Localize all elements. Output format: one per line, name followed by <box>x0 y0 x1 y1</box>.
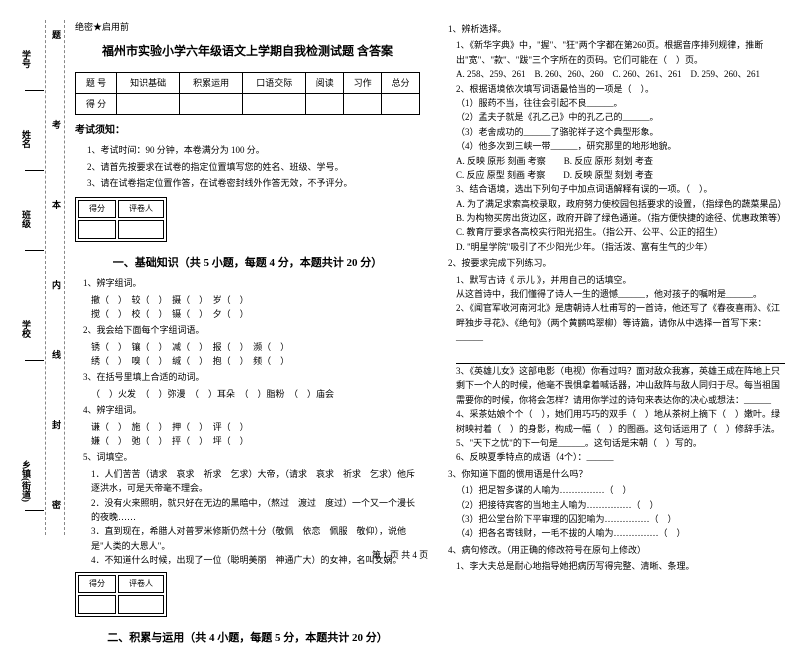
mark-3: 内 <box>50 280 63 289</box>
c2-q2-1t: 从这首诗中，我们懂得了诗人一生的遗憾______，他对孩子的嘱咐是______。 <box>456 287 785 301</box>
mark-0: 题 <box>50 30 63 39</box>
c2-q1-1: 1、《新华字典》中，"握"、"狂"两个字都在第260页。根据音序排列规律，推断出… <box>456 38 785 67</box>
c2-q2-1: 1、默写古诗《 示儿 》，并用自己的话填空。 <box>456 273 785 287</box>
c2-q1-2a: （1）服药不当，往往会引起不良______。 <box>456 96 785 110</box>
c2-q6: 6、反映夏季特点的成语（4个）：______ <box>456 450 785 464</box>
scorebox-1: 得分评卷人 <box>75 197 167 243</box>
c2-q1-1o: A. 258、259、261 B. 260、260、260 C. 260、261… <box>456 67 785 81</box>
th-4: 阅读 <box>306 72 344 93</box>
q4r1: 谦（ ） 施（ ） 押（ ） 评（ ） <box>91 420 420 434</box>
c2-q1: 1、辨析选择。 <box>448 22 785 36</box>
sidebar-label-4: 乡镇(街道) <box>20 460 33 502</box>
c2-q7b: （2）把接待宾客的当地主人喻为……………（ ） <box>456 498 785 512</box>
q2: 2、我会给下面每个字组词语。 <box>83 323 420 337</box>
c2-q1-2b: （2）孟夫子就是《孔乙己》中的孔乙己的______。 <box>456 110 785 124</box>
c2-q3: 3、《英雄儿女》这部电影（电视）你看过吗？面对敌众我寡，英雄王成在阵地上只剩下一… <box>456 364 785 407</box>
q5-1: 1．人们苦苦（请求 哀求 祈求 乞求）大帝，（请求 哀求 祈求 乞求）他斥逐洪水… <box>91 467 420 496</box>
scorebox-2: 得分评卷人 <box>75 572 167 618</box>
notice-1: 1、考试时间：90 分钟，本卷满分为 100 分。 <box>87 143 420 157</box>
q5-2: 2．没有火来照明，就只好在无边的黑暗中，（熬过 渡过 度过）一个又一个漫长的夜晚… <box>91 496 420 525</box>
page-footer: 第 1 页 共 4 页 <box>0 548 800 561</box>
c2-q1-2d: （4）他多次到三峡一带______，研究那里的地形地貌。 <box>456 139 785 153</box>
sidebar-label-0: 学号 <box>20 50 33 68</box>
c2-q7c: （3）把公堂台阶下平审理的囚犯喻为……………（ ） <box>456 512 785 526</box>
c2-q2-2: 2、《闻官军收河南河北》是唐朝诗人杜甫写的一首诗，他还写了《春夜喜雨》、《江畔独… <box>456 301 785 344</box>
c2-q2: 2、按要求完成下列练习。 <box>448 256 785 270</box>
c2-q1-3b: B. 为构物买房出货边区，政府开辟了绿色通道。（指方便快捷的途径、优惠政策等） <box>456 211 785 225</box>
section2-title: 二、积累与运用（共 4 小题，每题 5 分，本题共计 20 分） <box>75 630 420 647</box>
sidebar-label-1: 姓名 <box>20 130 33 148</box>
q3r: （ ）火发 （ ）弥漫 （ ）耳朵 （ ）脂粉 （ ）庙会 <box>91 387 420 401</box>
c2-q1-2c: （3）老舍成功的______了骆驼祥子这个典型形象。 <box>456 125 785 139</box>
c2-q5: 5、"天下之忧"的下一句是______。这句话是宋朝（ ）写的。 <box>456 436 785 450</box>
c2-q1-2o1: A. 反映 原形 刻画 考察 B. 反应 原形 刻划 考查 <box>456 154 785 168</box>
sb-r2: 评卷人 <box>118 575 164 594</box>
q4: 4、辨字组词。 <box>83 403 420 417</box>
cell <box>117 93 180 114</box>
c2-q1-2o2: C. 反应 原型 刻画 考察 D. 反映 原型 刻划 考查 <box>456 168 785 182</box>
sidebar-label-2: 班级 <box>20 210 33 228</box>
mark-5: 封 <box>50 420 63 429</box>
q1r1: 撤（ ） 较（ ） 摄（ ） 岁（ ） <box>91 293 420 307</box>
c2-q1-3c: C. 教育厅要求各高校实行阳光招生。（指公开、公平、公正的招生） <box>456 225 785 239</box>
q1: 1、辨字组词。 <box>83 276 420 290</box>
mark-6: 密 <box>50 500 63 509</box>
cell <box>382 93 420 114</box>
notice-3: 3、请在试卷指定位置作答，在试卷密封线外作答无效，不予评分。 <box>87 176 420 190</box>
c2-q7: 3、你知道下面的惯用语是什么吗？ <box>448 467 785 481</box>
cell <box>243 93 306 114</box>
sb-r: 评卷人 <box>118 200 164 219</box>
c2-q7d: （4）把各名寄钱财，一毛不拔的人喻为……………（ ） <box>456 526 785 540</box>
c2-q7a: （1）把足智多谋的人喻为……………（ ） <box>456 483 785 497</box>
q3: 3、在括号里填上合适的动词。 <box>83 370 420 384</box>
exam-title: 福州市实验小学六年级语文上学期自我检测试题 含答案 <box>75 42 420 61</box>
mark-1: 考 <box>50 120 63 129</box>
c2-q1-2: 2、根据语境依次填写词语最恰当的一项是（ ）。 <box>456 82 785 96</box>
cell <box>344 93 382 114</box>
th-5: 习作 <box>344 72 382 93</box>
sb-l2: 得分 <box>78 575 116 594</box>
secret-label: 绝密★启用前 <box>75 20 420 34</box>
cell <box>306 93 344 114</box>
c2-q1-3a: A. 为了满足求索高校录取，政府努力使校园包括要求的设置，（指绿色的蔬菜果品） <box>456 197 785 211</box>
q2r2: 绣（ ） 嗅（ ） 缄（ ） 抱（ ） 频（ ） <box>91 354 420 368</box>
section1-title: 一、基础知识（共 5 小题，每题 4 分，本题共计 20 分） <box>75 255 420 273</box>
notice-2: 2、请首先按要求在试卷的指定位置填写您的姓名、班级、学号。 <box>87 160 420 174</box>
c2-q8a: 1、李大夫总是耐心地指导她把病历写得完整、清晰、条理。 <box>456 559 785 573</box>
th-1: 知识基础 <box>117 72 180 93</box>
notice-title: 考试须知： <box>75 123 420 139</box>
c2-q4: 4、采茶姑娘个个（ ），她们用巧巧的双手（ ）地从茶树上摘下（ ）嫩叶。绿树映衬… <box>456 407 785 436</box>
sb-l: 得分 <box>78 200 116 219</box>
mark-4: 线 <box>50 350 63 359</box>
th-3: 口语交际 <box>243 72 306 93</box>
q4r2: 嫌（ ） 弛（ ） 抨（ ） 坪（ ） <box>91 434 420 448</box>
q5: 5、词填空。 <box>83 450 420 464</box>
score-table: 题 号 知识基础 积累运用 口语交际 阅读 习作 总分 得 分 <box>75 72 420 116</box>
th-2: 积累运用 <box>180 72 243 93</box>
q2r1: 锈（ ） 镶（ ） 减（ ） 报（ ） 濒（ ） <box>91 340 420 354</box>
row-label: 得 分 <box>76 93 117 114</box>
cell <box>180 93 243 114</box>
mark-2: 本 <box>50 200 63 209</box>
sidebar-label-3: 学校 <box>20 320 33 338</box>
th-0: 题 号 <box>76 72 117 93</box>
c2-q1-3: 3、结合语境，选出下列句子中加点词语解释有误的一项。（ ）。 <box>456 182 785 196</box>
q1r2: 搅（ ） 校（ ） 镊（ ） 夕（ ） <box>91 307 420 321</box>
th-6: 总分 <box>382 72 420 93</box>
blank-line <box>456 349 785 364</box>
c2-q1-3d: D. "明星学院"吸引了不少阳光少年。（指活泼、富有生气的少年） <box>456 240 785 254</box>
